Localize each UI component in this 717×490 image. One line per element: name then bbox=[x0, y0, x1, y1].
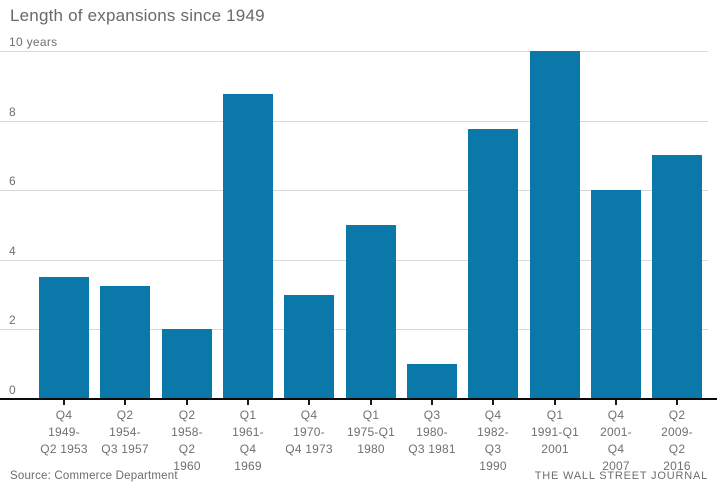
x-axis-tick bbox=[431, 400, 433, 405]
x-axis-label-line: Q4 bbox=[607, 442, 625, 456]
x-axis-label-line: 1980 bbox=[357, 442, 385, 456]
y-axis-tick-label: 6 bbox=[9, 174, 16, 188]
x-axis-label: Q4 1949- Q2 1953 bbox=[28, 407, 100, 458]
gridline-y8 bbox=[0, 121, 708, 122]
x-axis-label: Q1 1975-Q1 1980 bbox=[335, 407, 407, 458]
bar-Q4 2001-Q4 2007 bbox=[591, 190, 641, 399]
x-axis-label-line: Q4 bbox=[484, 408, 502, 422]
x-axis-label-line: Q1 bbox=[546, 408, 564, 422]
x-axis-label-line: Q4 1973 bbox=[285, 442, 333, 456]
x-axis-label-line: 2001- bbox=[600, 425, 632, 439]
wsj-brand: THE WALL STREET JOURNAL bbox=[534, 470, 708, 482]
x-axis-label-line: Q3 bbox=[423, 408, 441, 422]
gridline-y6 bbox=[0, 190, 708, 191]
x-axis-tick bbox=[63, 400, 65, 405]
x-axis-tick bbox=[370, 400, 372, 405]
x-axis-label-line: Q2 bbox=[668, 408, 686, 422]
x-axis-label-line: Q2 bbox=[116, 408, 134, 422]
bar-Q2 2009-Q2 2016 bbox=[652, 155, 702, 399]
bar-Q4 1970-Q4 1973 bbox=[284, 295, 334, 399]
y-axis-tick-label: 0 bbox=[9, 383, 16, 397]
bar-Q2 1958-Q2 1960 bbox=[162, 329, 212, 399]
x-axis-label-line: Q1 bbox=[239, 408, 257, 422]
bar-Q1 1975-Q1 1980 bbox=[346, 225, 396, 399]
x-axis-label: Q4 1970- Q4 1973 bbox=[273, 407, 345, 458]
chart-title: Length of expansions since 1949 bbox=[10, 6, 265, 25]
x-axis-label: Q1 1991-Q1 2001 bbox=[519, 407, 591, 458]
y-axis-tick-label: 2 bbox=[9, 313, 16, 327]
x-axis-tick bbox=[554, 400, 556, 405]
x-axis-label-line: 1970- bbox=[293, 425, 325, 439]
x-axis-tick bbox=[124, 400, 126, 405]
x-axis-label-line: 1982- bbox=[477, 425, 509, 439]
x-axis-label-line: 2007 bbox=[602, 459, 630, 473]
x-axis-label-line: Q2 bbox=[668, 442, 686, 456]
x-axis-label-line: Q3 1981 bbox=[408, 442, 456, 456]
x-axis-label-line: 2016 bbox=[663, 459, 691, 473]
x-axis-label: Q4 1982- Q3 1990 bbox=[457, 407, 529, 475]
x-axis-label: Q4 2001- Q4 2007 bbox=[580, 407, 652, 475]
x-axis-label-line: 1949- bbox=[48, 425, 80, 439]
bar-Q1 1991-Q1 2001 bbox=[530, 51, 580, 399]
x-axis-label-line: Q4 bbox=[607, 408, 625, 422]
x-axis-label-line: 1954- bbox=[109, 425, 141, 439]
x-axis-tick bbox=[615, 400, 617, 405]
x-axis-tick bbox=[308, 400, 310, 405]
x-axis-label-line: Q3 bbox=[484, 442, 502, 456]
x-axis-label-line: 1990 bbox=[479, 459, 507, 473]
x-axis-label: Q2 2009- Q2 2016 bbox=[641, 407, 713, 475]
x-axis-label-line: Q1 bbox=[362, 408, 380, 422]
source-note: Source: Commerce Department bbox=[10, 470, 178, 482]
y-axis-tick-label: 8 bbox=[9, 105, 16, 119]
bar-Q4 1949-Q2 1953 bbox=[39, 277, 89, 399]
x-axis-tick bbox=[676, 400, 678, 405]
x-axis-label-line: 1975-Q1 bbox=[346, 425, 396, 439]
x-axis-label-line: 2009- bbox=[661, 425, 693, 439]
x-axis-tick bbox=[492, 400, 494, 405]
x-axis-label: Q3 1980- Q3 1981 bbox=[396, 407, 468, 458]
gridline-y10 bbox=[0, 51, 708, 52]
bar-Q3 1980-Q3 1981 bbox=[407, 364, 457, 399]
x-axis-tick bbox=[186, 400, 188, 405]
x-axis-label-line: Q2 bbox=[178, 408, 196, 422]
x-axis-label-line: 1991-Q1 bbox=[530, 425, 580, 439]
x-axis-label-line: Q4 bbox=[300, 408, 318, 422]
x-axis-label: Q2 1954- Q3 1957 bbox=[89, 407, 161, 458]
x-axis-label-line: Q3 1957 bbox=[101, 442, 149, 456]
bar-Q4 1982-Q3 1990 bbox=[468, 129, 518, 399]
x-axis-label-line: 1980- bbox=[416, 425, 448, 439]
x-axis-label-line: 1960 bbox=[173, 459, 201, 473]
x-axis-tick bbox=[247, 400, 249, 405]
x-axis-label-line: 1958- bbox=[171, 425, 203, 439]
bar-Q2 1954-Q3 1957 bbox=[100, 286, 150, 399]
x-axis-label-line: 1969 bbox=[234, 459, 262, 473]
x-axis-label-line: 2001 bbox=[541, 442, 569, 456]
x-axis-label: Q2 1958- Q2 1960 bbox=[151, 407, 223, 475]
x-axis-label-line: Q2 1953 bbox=[40, 442, 88, 456]
x-axis-label-line: Q4 bbox=[239, 442, 257, 456]
x-axis-line bbox=[0, 398, 717, 400]
x-axis-label-line: Q2 bbox=[178, 442, 196, 456]
x-axis-label-line: Q4 bbox=[55, 408, 73, 422]
x-axis-label-line: 1961- bbox=[232, 425, 264, 439]
y-axis-tick-label: 4 bbox=[9, 244, 16, 258]
x-axis-label: Q1 1961- Q4 1969 bbox=[212, 407, 284, 475]
bar-Q1 1961-Q4 1969 bbox=[223, 94, 273, 399]
y-axis-tick-label: 10 years bbox=[9, 35, 58, 49]
